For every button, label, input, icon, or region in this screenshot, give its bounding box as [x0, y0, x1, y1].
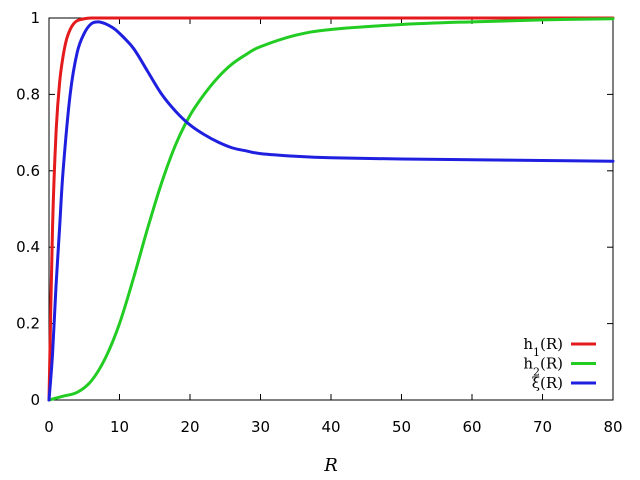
x-tick-label: 40	[321, 418, 340, 436]
x-tick-label: 0	[44, 418, 54, 436]
x-tick-label: 80	[603, 418, 622, 436]
x-tick-label: 10	[110, 418, 129, 436]
y-tick-label: 0.2	[16, 315, 40, 333]
series-h1-line	[47, 16, 615, 402]
x-axis-title: R	[323, 455, 338, 476]
series-xi-line	[47, 20, 615, 402]
y-tick-label: 1	[30, 9, 40, 27]
y-tick-label: 0	[30, 391, 40, 409]
series-h2-line	[47, 17, 615, 402]
y-tick-label: 0.8	[16, 85, 40, 103]
legend-label-h2: h2(R)	[523, 355, 563, 379]
x-tick-label: 20	[180, 418, 199, 436]
legend-label-h1: h1(R)	[523, 335, 563, 359]
x-tick-label: 30	[251, 418, 270, 436]
y-tick-label: 0.4	[16, 238, 40, 256]
x-tick-label: 70	[533, 418, 552, 436]
x-tick-label: 60	[462, 418, 481, 436]
y-tick-label: 0.6	[16, 162, 40, 180]
x-tick-label: 50	[392, 418, 411, 436]
legend-label-xi: ξ(R)	[532, 374, 563, 392]
